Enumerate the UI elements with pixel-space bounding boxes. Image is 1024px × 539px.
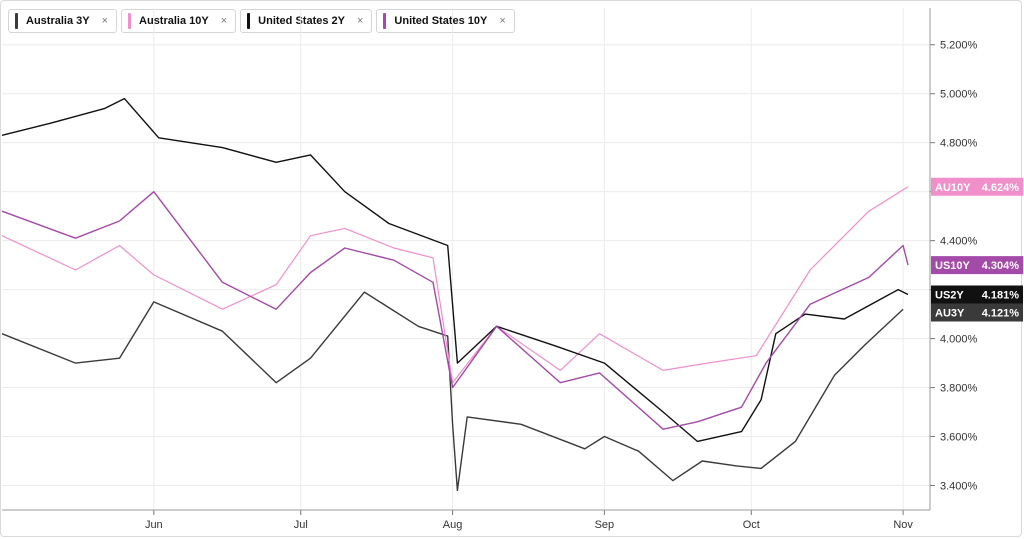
badge-series-name: AU3Y <box>935 308 965 320</box>
legend-swatch <box>247 13 251 29</box>
x-tick-label: Sep <box>595 519 615 531</box>
y-tick-label: 4.800% <box>940 138 978 150</box>
last-value-badge-au3y: AU3Y 4.121% <box>931 303 1023 322</box>
series-line-au3y <box>1 291 904 492</box>
y-tick-label: 4.000% <box>940 334 978 346</box>
legend-label: United States 2Y <box>258 15 345 27</box>
y-tick-label: 5.000% <box>940 89 978 101</box>
last-value-badge-us2y: US2Y 4.181% <box>931 285 1023 304</box>
badge-series-name: US10Y <box>935 260 971 272</box>
close-icon[interactable]: × <box>101 15 109 27</box>
series-line-us2y <box>1 97 909 443</box>
badge-value: 4.304% <box>982 260 1020 272</box>
badge-value: 4.624% <box>982 182 1020 194</box>
legend-swatch <box>383 13 387 29</box>
x-tick-label: Aug <box>443 519 463 531</box>
legend-chip-united-states-10y[interactable]: United States 10Y × <box>376 9 515 33</box>
y-tick-label: 5.200% <box>940 40 978 52</box>
legend: Australia 3Y × Australia 10Y × United St… <box>8 9 515 33</box>
y-tick-label: 3.400% <box>940 481 978 493</box>
badge-background <box>931 177 1023 196</box>
series-line-us10y <box>1 190 909 430</box>
badge-value: 4.181% <box>982 290 1020 302</box>
legend-label: United States 10Y <box>394 15 488 27</box>
last-value-badge-us10y: US10Y 4.304% <box>931 256 1023 275</box>
x-tick-label: Oct <box>743 519 760 531</box>
badge-series-name: US2Y <box>935 290 964 302</box>
close-icon[interactable]: × <box>356 15 364 27</box>
legend-swatch <box>15 13 18 29</box>
x-tick-label: Nov <box>893 519 913 531</box>
close-icon[interactable]: × <box>499 15 506 27</box>
legend-chip-australia-10y[interactable]: Australia 10Y × <box>121 9 237 33</box>
x-tick-label: Jun <box>145 519 163 531</box>
series-line-au10y <box>1 186 909 384</box>
badge-background <box>931 285 1023 304</box>
y-tick-label: 3.600% <box>940 432 978 444</box>
y-tick-label: 4.400% <box>940 236 978 248</box>
legend-label: Australia 10Y <box>139 15 209 27</box>
x-tick-label: Jul <box>294 519 308 531</box>
legend-chip-united-states-2y[interactable]: United States 2Y × <box>240 9 373 33</box>
last-value-badge-au10y: AU10Y 4.624% <box>931 177 1023 196</box>
legend-swatch <box>128 13 132 29</box>
y-tick-label: 3.800% <box>940 383 978 395</box>
legend-chip-australia-3y[interactable]: Australia 3Y × <box>8 9 118 33</box>
close-icon[interactable]: × <box>220 15 228 27</box>
legend-label: Australia 3Y <box>26 15 90 27</box>
badge-series-name: AU10Y <box>935 182 971 194</box>
badge-background <box>931 256 1023 275</box>
badge-value: 4.121% <box>982 308 1020 320</box>
badge-background <box>931 303 1023 322</box>
